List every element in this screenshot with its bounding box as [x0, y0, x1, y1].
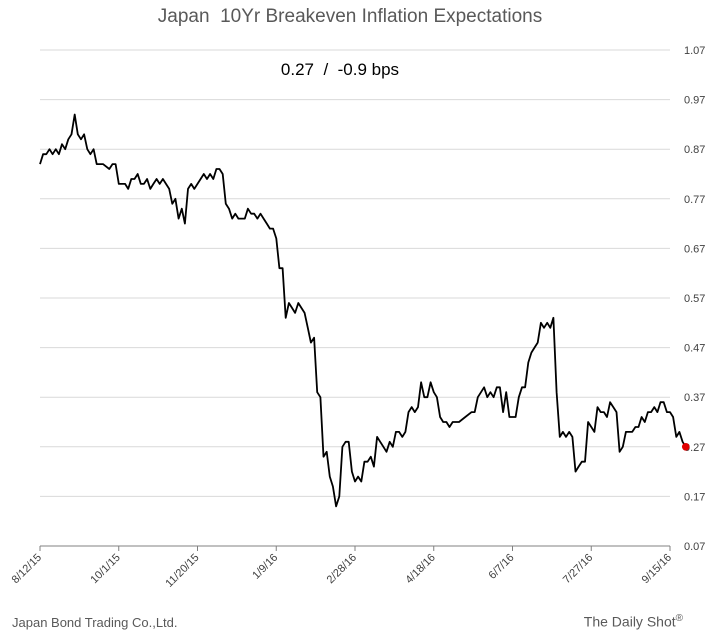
y-tick-label: 0.27: [684, 442, 705, 454]
gridlines: [40, 49, 670, 497]
x-tick-label: 10/1/15: [88, 552, 122, 586]
chart-annotation: 0.27 / -0.9 bps: [280, 60, 400, 79]
series-line: [39, 113, 687, 508]
source-label: Japan Bond Trading Co.,Ltd.: [12, 615, 178, 630]
y-tick-label: 0.37: [684, 392, 705, 404]
y-tick-label: 0.77: [684, 194, 705, 206]
y-tick-label: 0.97: [684, 95, 705, 107]
brand-label: The Daily Shot®: [584, 613, 683, 630]
x-tick-label: 11/20/15: [163, 552, 201, 590]
y-tick-label: 0.07: [684, 541, 705, 553]
y-axis-ticks: 0.07 0.17 0.27 0.37 0.47 0.57 0.67 0.77 0.87 0.97…: [684, 45, 705, 553]
x-tick-label: 9/15/16: [640, 552, 674, 586]
x-tick-label: 4/18/16: [403, 552, 437, 586]
y-tick-label: 1.07: [684, 45, 705, 57]
x-tick-label: 2/28/16: [325, 552, 359, 586]
x-tick-label: 8/12/15: [10, 552, 44, 586]
y-tick-label: 0.57: [684, 293, 705, 305]
y-tick-label: 0.17: [684, 491, 705, 503]
x-tick-label: 1/9/16: [250, 552, 280, 582]
y-tick-label: 0.47: [684, 343, 705, 355]
y-tick-label: 0.87: [684, 144, 705, 156]
series-lines: [39, 113, 687, 508]
chart-title: Japan 10Yr Breakeven Inflation Expectati…: [157, 6, 543, 27]
x-tick-label: 6/7/16: [487, 552, 517, 582]
y-tick-label: 0.67: [684, 243, 705, 255]
x-axis-ticks: 8/12/15 10/1/15 11/20/15 1/9/16 2/28/16 4/18/…: [10, 546, 674, 590]
last-point-marker: [681, 443, 690, 451]
last-value-marker: [681, 443, 690, 451]
brand-text: The Daily Shot: [583, 613, 676, 630]
x-tick-label: 7/27/16: [561, 552, 595, 586]
brand-registered-mark: ®: [675, 613, 683, 624]
